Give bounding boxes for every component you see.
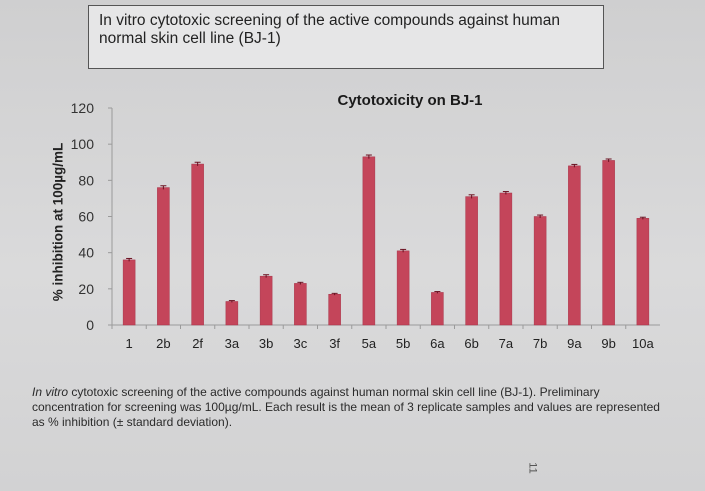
bar <box>122 259 136 326</box>
bar <box>431 292 444 326</box>
y-tick-label: 100 <box>71 136 95 152</box>
x-tick-label: 3b <box>259 336 273 351</box>
bar <box>568 165 581 326</box>
y-tick-label: 20 <box>78 281 94 297</box>
bar <box>294 283 307 326</box>
x-tick-label: 10a <box>632 336 654 351</box>
x-tick-label: 5b <box>396 336 410 351</box>
y-tick-label: 40 <box>78 245 94 261</box>
x-tick-label: 9b <box>601 336 615 351</box>
bar <box>499 192 513 326</box>
x-tick-label: 3a <box>225 336 240 351</box>
x-tick-label: 7a <box>499 336 514 351</box>
x-tick-label: 3c <box>294 336 308 351</box>
y-tick-label: 80 <box>78 172 94 188</box>
slide-title: In vitro cytotoxic screening of the acti… <box>88 5 604 69</box>
x-tick-label: 6a <box>430 336 445 351</box>
y-tick-label: 60 <box>78 209 94 225</box>
bar <box>259 275 273 326</box>
bar <box>533 216 547 326</box>
x-tick-label: 6b <box>464 336 478 351</box>
x-tick-label: 5a <box>362 336 377 351</box>
caption-text: cytotoxic screening of the active compou… <box>32 385 660 429</box>
bar <box>602 160 615 326</box>
chart-title: Cytotoxicity on BJ-1 <box>337 92 483 109</box>
bar <box>396 250 410 326</box>
bar <box>157 187 170 326</box>
x-tick-label: 2f <box>192 336 203 351</box>
bar <box>225 301 239 326</box>
x-tick-label: 7b <box>533 336 547 351</box>
y-tick-label: 0 <box>86 317 94 333</box>
bar <box>362 156 376 326</box>
caption-italic: In vitro <box>32 385 69 399</box>
y-tick-label: 120 <box>71 100 95 116</box>
x-tick-label: 9a <box>567 336 582 351</box>
bar <box>465 196 478 326</box>
x-tick-label: 3f <box>329 336 340 351</box>
page-number: 11 <box>526 462 539 474</box>
x-tick-label: 1 <box>126 336 133 351</box>
bar <box>636 218 650 326</box>
x-tick-label: 2b <box>156 336 170 351</box>
bar <box>191 163 204 326</box>
figure-caption: In vitro cytotoxic screening of the acti… <box>32 385 674 430</box>
bar <box>328 294 341 326</box>
